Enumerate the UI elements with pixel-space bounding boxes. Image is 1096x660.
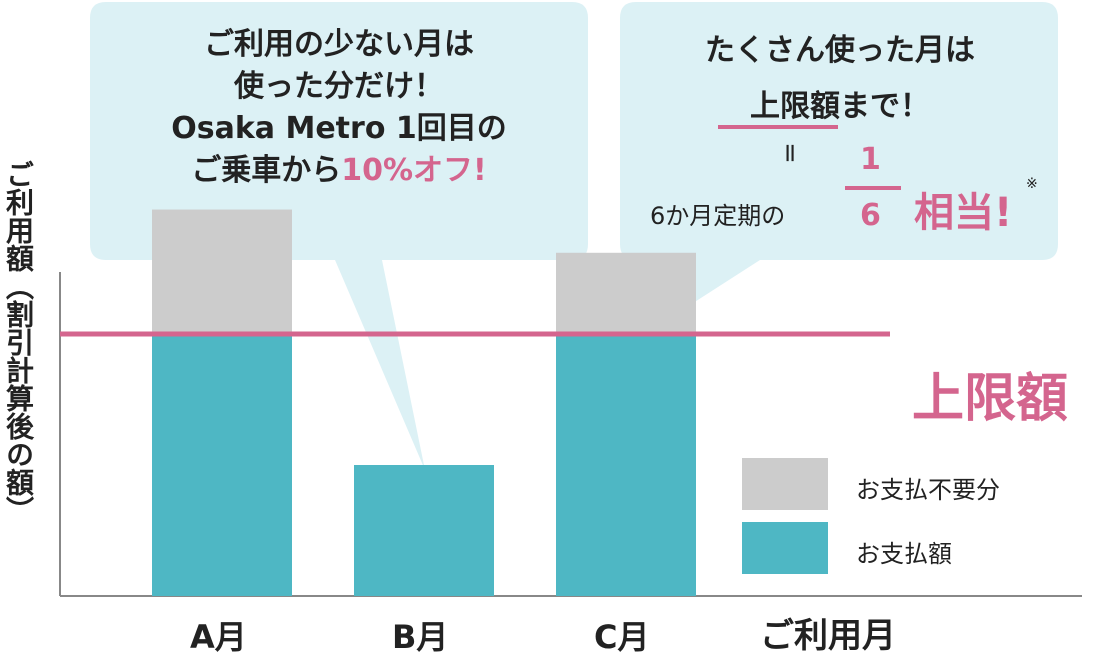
fraction-denominator: 6: [860, 198, 881, 233]
discount-highlight: 10%オフ!: [341, 153, 487, 188]
right-callout-line2-rest: まで！: [840, 89, 930, 124]
legend-swatch-unpaid: [742, 458, 828, 510]
equivalent-highlight: 相当!: [914, 190, 1013, 236]
legend-label-unpaid: お支払不要分: [856, 476, 1000, 504]
right-callout-bubble: [620, 2, 1058, 332]
bar-A月-paid: [152, 334, 292, 596]
x-axis-label: ご利用月: [760, 616, 896, 656]
left-callout-bubble: [90, 2, 588, 470]
equals-sign: =: [775, 142, 805, 164]
left-callout-line1: ご利用の少ない月は: [204, 27, 474, 62]
left-callout-text: ご利用の少ない月は 使った分だけ！ Osaka Metro 1回目の ご乗車から…: [110, 24, 568, 192]
bar-C月-paid: [556, 334, 696, 596]
fraction-bar: [845, 186, 901, 190]
note-mark: ※: [1026, 176, 1038, 192]
bar-C月-unpaid: [556, 252, 696, 334]
y-axis-label: ご利用額（割引計算後の額）: [2, 160, 35, 524]
cap-word-underlined: 上限額: [750, 89, 840, 124]
category-label-c: C月: [594, 618, 650, 656]
category-label-b: B月: [392, 618, 449, 656]
category-label-a: A月: [190, 618, 247, 656]
left-callout-line4-prefix: ご乗車から: [191, 153, 342, 188]
fraction-numerator: 1: [860, 142, 881, 177]
right-callout-line3-prefix: 6か月定期の: [650, 202, 786, 230]
bar-B月-paid: [354, 465, 494, 596]
left-callout-line2: 使った分だけ！: [234, 69, 444, 104]
legend-label-paid: お支払額: [856, 540, 952, 568]
right-callout-line2: 上限額まで！: [640, 86, 1040, 128]
left-callout-line4: ご乗車から10%オフ!: [110, 150, 568, 192]
right-callout-line1: たくさん使った月は: [705, 33, 975, 68]
bar-A月-unpaid: [152, 209, 292, 334]
left-callout-line3: Osaka Metro 1回目の: [171, 111, 507, 146]
legend-swatch-paid: [742, 522, 828, 574]
cap-line-label: 上限額: [912, 369, 1069, 429]
